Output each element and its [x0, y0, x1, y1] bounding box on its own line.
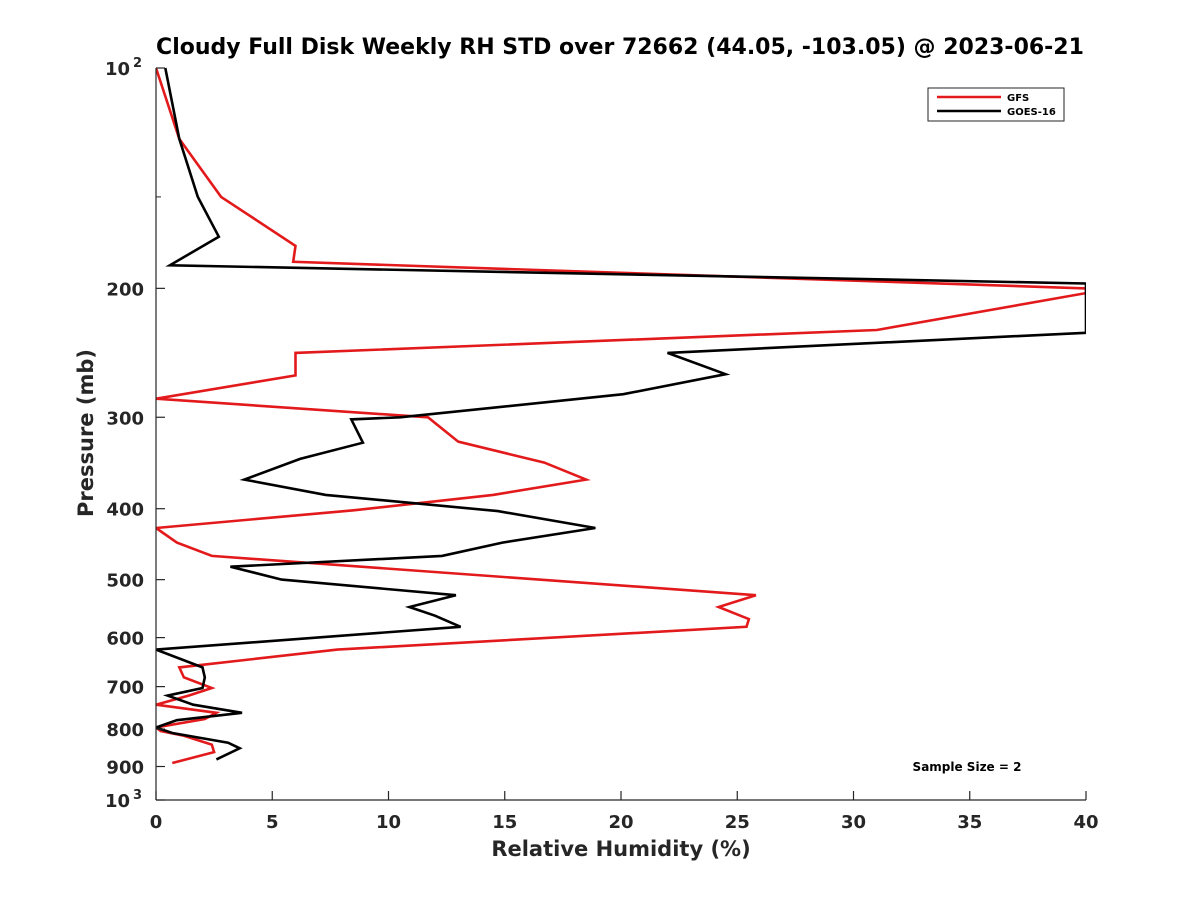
x-tick-label: 0: [150, 812, 163, 833]
y-tick-label: 10: [105, 791, 130, 812]
x-tick-label: 30: [841, 812, 866, 833]
y-axis-label: Pressure (mb): [74, 349, 98, 517]
y-tick-label: 400: [106, 500, 144, 521]
y-tick-label: 800: [106, 720, 144, 741]
x-tick-label: 20: [608, 812, 633, 833]
legend-label: GOES-16: [1007, 107, 1056, 118]
sample-size-annotation: Sample Size = 2: [913, 760, 1022, 774]
x-axis-label: Relative Humidity (%): [491, 837, 750, 861]
y-tick-exponent: 3: [133, 788, 142, 803]
y-tick-label: 600: [106, 629, 144, 650]
series-line-goes-16: [156, 67, 1086, 761]
y-tick-label: 900: [106, 758, 144, 779]
y-tick-label: 200: [106, 279, 144, 300]
legend: GFS GOES-16: [927, 87, 1065, 122]
y-tick-label: 300: [106, 408, 144, 429]
x-tick-label: 10: [376, 812, 401, 833]
legend-label: GFS: [1007, 93, 1029, 104]
chart-title: Cloudy Full Disk Weekly RH STD over 7266…: [156, 35, 1084, 60]
y-tick-label: 10: [105, 59, 130, 80]
y-tick-exponent: 2: [133, 56, 142, 71]
x-tick-label: 40: [1073, 812, 1098, 833]
plot-area: [156, 67, 1086, 765]
x-tick-label: 15: [492, 812, 517, 833]
legend-box: [927, 87, 1065, 122]
y-tick-label: 700: [106, 678, 144, 699]
x-tick-label: 25: [725, 812, 750, 833]
x-tick-label: 35: [957, 812, 982, 833]
x-tick-label: 5: [266, 812, 279, 833]
y-tick-label: 500: [106, 571, 144, 592]
